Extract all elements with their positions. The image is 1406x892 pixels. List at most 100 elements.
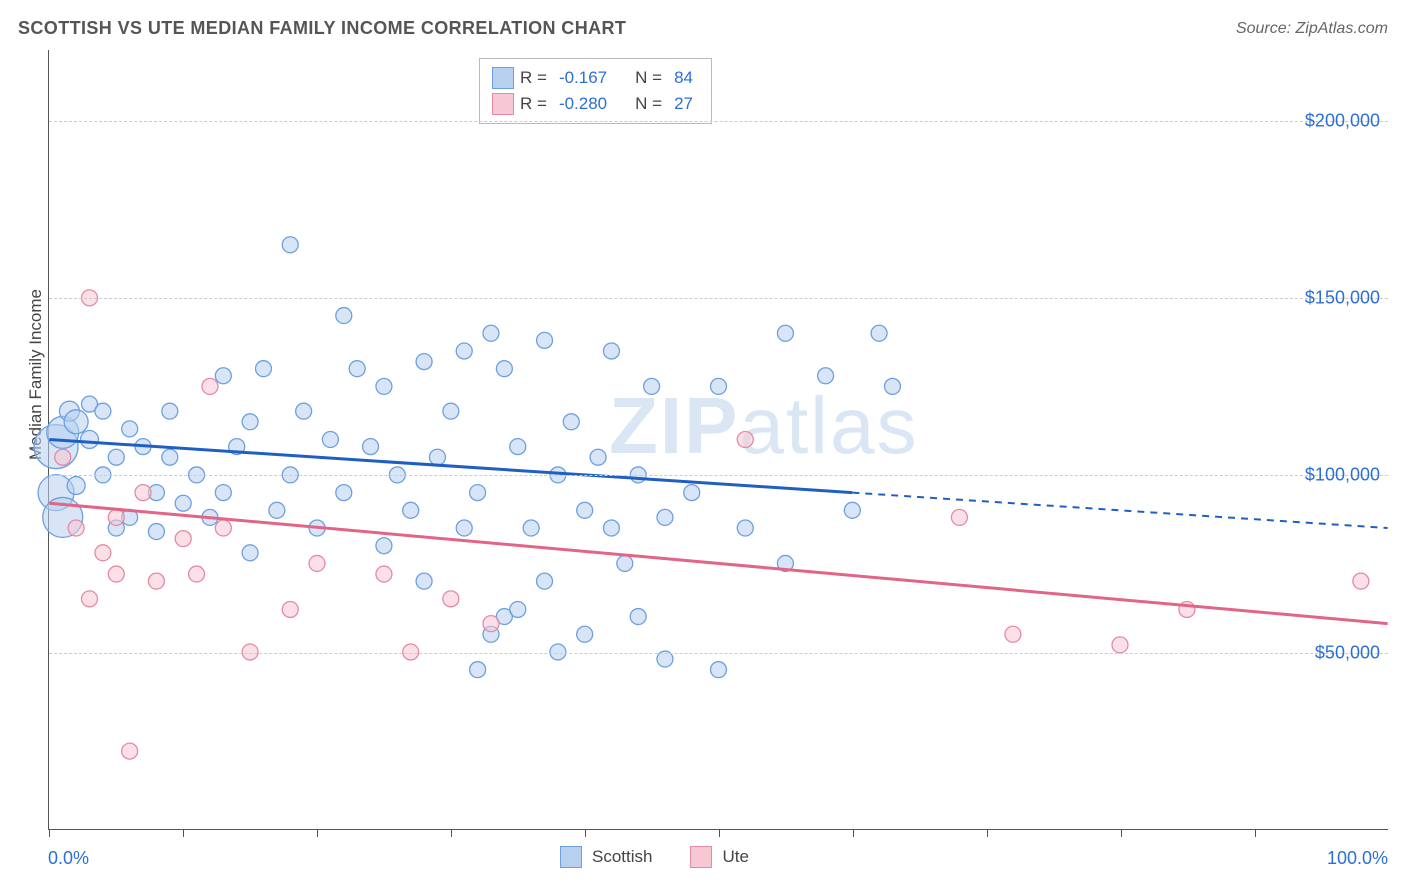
y-tick-label: $100,000 bbox=[1305, 465, 1380, 486]
x-tick bbox=[1121, 829, 1122, 837]
data-point bbox=[644, 378, 660, 394]
scatter-plot bbox=[49, 50, 1388, 829]
data-point bbox=[871, 325, 887, 341]
data-point bbox=[470, 485, 486, 501]
data-point bbox=[148, 524, 164, 540]
x-tick bbox=[719, 829, 720, 837]
data-point bbox=[336, 308, 352, 324]
data-point bbox=[537, 573, 553, 589]
data-point bbox=[737, 520, 753, 536]
data-point bbox=[175, 531, 191, 547]
data-point bbox=[657, 509, 673, 525]
data-point bbox=[135, 485, 151, 501]
data-point bbox=[215, 485, 231, 501]
data-point bbox=[416, 573, 432, 589]
data-point bbox=[603, 343, 619, 359]
x-tick bbox=[853, 829, 854, 837]
data-point bbox=[577, 626, 593, 642]
data-point bbox=[64, 410, 88, 434]
data-point bbox=[108, 566, 124, 582]
trend-line-dashed bbox=[852, 493, 1387, 528]
data-point bbox=[215, 520, 231, 536]
data-point bbox=[242, 545, 258, 561]
data-point bbox=[456, 520, 472, 536]
data-point bbox=[242, 414, 258, 430]
data-point bbox=[95, 545, 111, 561]
data-point bbox=[95, 403, 111, 419]
data-point bbox=[777, 325, 793, 341]
data-point bbox=[148, 573, 164, 589]
grid-line bbox=[49, 121, 1388, 122]
data-point bbox=[189, 566, 205, 582]
data-point bbox=[68, 520, 84, 536]
data-point bbox=[82, 591, 98, 607]
data-point bbox=[67, 477, 85, 495]
x-tick bbox=[49, 829, 50, 837]
x-tick bbox=[451, 829, 452, 837]
data-point bbox=[162, 449, 178, 465]
chart-area: ZIPatlas R = -0.167 N = 84 R = -0.280 N … bbox=[48, 50, 1388, 830]
data-point bbox=[523, 520, 539, 536]
data-point bbox=[429, 449, 445, 465]
data-point bbox=[81, 431, 99, 449]
data-point bbox=[215, 368, 231, 384]
data-point bbox=[818, 368, 834, 384]
data-point bbox=[496, 361, 512, 377]
data-point bbox=[711, 378, 727, 394]
data-point bbox=[711, 662, 727, 678]
data-point bbox=[443, 403, 459, 419]
swatch-icon bbox=[690, 846, 712, 868]
series-legend: Scottish Ute bbox=[560, 846, 749, 868]
data-point bbox=[122, 743, 138, 759]
data-point bbox=[470, 662, 486, 678]
data-point bbox=[844, 502, 860, 518]
data-point bbox=[202, 378, 218, 394]
data-point bbox=[376, 378, 392, 394]
data-point bbox=[55, 449, 71, 465]
data-point bbox=[483, 616, 499, 632]
grid-line bbox=[49, 298, 1388, 299]
data-point bbox=[603, 520, 619, 536]
grid-line bbox=[49, 475, 1388, 476]
data-point bbox=[322, 432, 338, 448]
data-point bbox=[590, 449, 606, 465]
x-tick bbox=[317, 829, 318, 837]
data-point bbox=[483, 325, 499, 341]
x-tick bbox=[1255, 829, 1256, 837]
y-tick-label: $150,000 bbox=[1305, 288, 1380, 309]
data-point bbox=[577, 502, 593, 518]
data-point bbox=[269, 502, 285, 518]
data-point bbox=[456, 343, 472, 359]
grid-line bbox=[49, 653, 1388, 654]
data-point bbox=[884, 378, 900, 394]
data-point bbox=[282, 237, 298, 253]
x-min-label: 0.0% bbox=[48, 848, 89, 869]
data-point bbox=[630, 609, 646, 625]
source-label: Source: ZipAtlas.com bbox=[1236, 20, 1388, 38]
data-point bbox=[108, 509, 124, 525]
data-point bbox=[510, 601, 526, 617]
data-point bbox=[122, 421, 138, 437]
data-point bbox=[510, 439, 526, 455]
series-label: Scottish bbox=[592, 847, 652, 867]
x-max-label: 100.0% bbox=[1327, 848, 1388, 869]
data-point bbox=[951, 509, 967, 525]
data-point bbox=[737, 432, 753, 448]
trend-line bbox=[49, 440, 852, 493]
data-point bbox=[376, 538, 392, 554]
x-tick bbox=[183, 829, 184, 837]
data-point bbox=[363, 439, 379, 455]
data-point bbox=[416, 354, 432, 370]
trend-line bbox=[49, 503, 1387, 623]
data-point bbox=[617, 555, 633, 571]
data-point bbox=[296, 403, 312, 419]
data-point bbox=[563, 414, 579, 430]
data-point bbox=[1353, 573, 1369, 589]
x-tick bbox=[987, 829, 988, 837]
data-point bbox=[175, 495, 191, 511]
data-point bbox=[443, 591, 459, 607]
series-label: Ute bbox=[722, 847, 748, 867]
data-point bbox=[255, 361, 271, 377]
x-tick bbox=[585, 829, 586, 837]
data-point bbox=[282, 601, 298, 617]
